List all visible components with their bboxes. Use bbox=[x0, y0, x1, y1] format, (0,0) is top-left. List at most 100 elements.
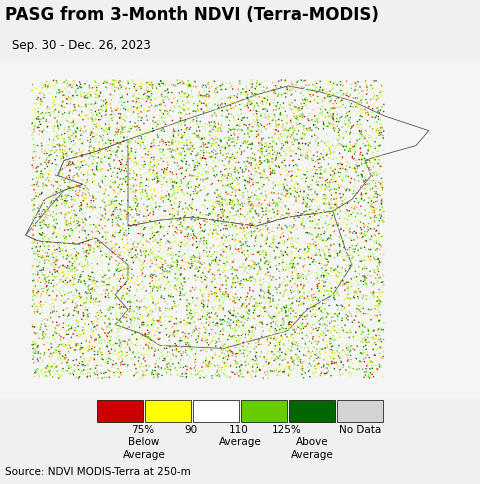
Point bbox=[113, 267, 120, 275]
Point bbox=[42, 372, 50, 379]
Point bbox=[119, 138, 127, 146]
Point bbox=[65, 209, 73, 217]
Point bbox=[62, 117, 70, 125]
Point bbox=[320, 80, 327, 88]
Point bbox=[264, 152, 271, 160]
Point bbox=[218, 346, 226, 353]
Point bbox=[232, 290, 240, 298]
Point bbox=[184, 334, 192, 342]
Point bbox=[132, 247, 140, 255]
Point bbox=[368, 209, 376, 217]
Point bbox=[114, 105, 122, 112]
Point bbox=[212, 163, 220, 171]
Point bbox=[222, 214, 230, 222]
Point bbox=[212, 343, 219, 350]
Point bbox=[134, 257, 142, 264]
Point bbox=[300, 123, 308, 131]
Point bbox=[288, 132, 296, 139]
Point bbox=[266, 314, 274, 321]
Point bbox=[365, 246, 372, 254]
Point bbox=[119, 293, 126, 301]
Point bbox=[348, 147, 356, 154]
Point bbox=[279, 138, 287, 146]
Point bbox=[352, 355, 360, 363]
Point bbox=[298, 312, 306, 319]
Point bbox=[38, 269, 46, 277]
Point bbox=[216, 284, 223, 292]
Point bbox=[220, 137, 228, 145]
Point bbox=[231, 126, 239, 134]
Point bbox=[256, 171, 264, 179]
Point bbox=[200, 310, 207, 318]
Point bbox=[274, 334, 281, 342]
Point bbox=[164, 305, 171, 313]
Point bbox=[250, 107, 257, 115]
Point bbox=[314, 271, 322, 279]
Point bbox=[41, 349, 48, 357]
Point bbox=[305, 118, 312, 125]
Point bbox=[216, 203, 224, 211]
Point bbox=[278, 204, 286, 212]
Point bbox=[127, 221, 134, 228]
Point bbox=[147, 301, 155, 308]
Point bbox=[50, 217, 58, 225]
Point bbox=[117, 216, 124, 224]
Point bbox=[370, 174, 378, 182]
Point bbox=[250, 172, 258, 180]
Point bbox=[349, 293, 357, 301]
Point bbox=[228, 333, 236, 340]
Bar bbox=[337, 400, 383, 423]
Point bbox=[106, 251, 113, 258]
Point bbox=[317, 255, 324, 262]
Point bbox=[68, 100, 75, 108]
Point bbox=[321, 172, 328, 180]
Point bbox=[310, 151, 318, 158]
Point bbox=[72, 347, 79, 354]
Point bbox=[288, 356, 296, 364]
Point bbox=[67, 96, 75, 104]
Point bbox=[210, 197, 217, 204]
Point bbox=[177, 177, 184, 184]
Point bbox=[86, 297, 94, 305]
Point bbox=[71, 141, 79, 149]
Point bbox=[173, 162, 180, 169]
Point bbox=[185, 342, 193, 349]
Point bbox=[37, 231, 45, 239]
Point bbox=[358, 131, 365, 139]
Point bbox=[205, 298, 213, 306]
Point bbox=[326, 88, 334, 96]
Point bbox=[342, 342, 350, 349]
Point bbox=[230, 139, 238, 147]
Point bbox=[220, 208, 228, 215]
Point bbox=[111, 84, 119, 92]
Point bbox=[117, 114, 125, 121]
Point bbox=[149, 196, 157, 203]
Point bbox=[84, 275, 91, 283]
Point bbox=[36, 283, 44, 290]
Point bbox=[267, 189, 275, 197]
Point bbox=[111, 315, 119, 322]
Point bbox=[196, 289, 204, 297]
Point bbox=[102, 140, 109, 148]
Point bbox=[65, 162, 72, 169]
Point bbox=[236, 280, 244, 288]
Point bbox=[97, 369, 105, 377]
Point bbox=[119, 126, 127, 134]
Point bbox=[69, 148, 77, 155]
Point bbox=[249, 363, 256, 371]
Point bbox=[104, 340, 111, 348]
Point bbox=[246, 340, 254, 348]
Point bbox=[156, 318, 163, 326]
Point bbox=[265, 123, 273, 131]
Point bbox=[139, 113, 146, 121]
Point bbox=[249, 274, 256, 282]
Point bbox=[109, 108, 117, 116]
Point bbox=[97, 248, 105, 256]
Point bbox=[238, 184, 245, 192]
Point bbox=[90, 355, 98, 363]
Point bbox=[31, 178, 39, 186]
Point bbox=[219, 306, 227, 314]
Point bbox=[236, 347, 244, 355]
Point bbox=[208, 83, 216, 91]
Point bbox=[282, 277, 290, 285]
